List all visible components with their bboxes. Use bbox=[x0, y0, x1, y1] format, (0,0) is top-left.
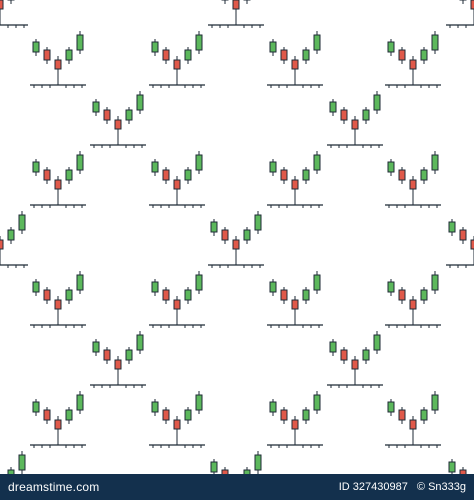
candlestick-icon bbox=[0, 450, 29, 474]
candlestick-icon bbox=[445, 0, 474, 29]
candlestick-icon bbox=[266, 150, 324, 209]
candlestick-icon bbox=[207, 210, 265, 269]
candlestick-icon bbox=[148, 150, 206, 209]
candlestick-icon bbox=[445, 450, 474, 474]
candlestick-icon bbox=[29, 30, 87, 89]
candlestick-icon bbox=[29, 390, 87, 449]
candlestick-icon bbox=[266, 390, 324, 449]
candlestick-icon bbox=[384, 150, 442, 209]
candlestick-icon bbox=[29, 150, 87, 209]
candlestick-icon bbox=[326, 330, 384, 389]
candlestick-icon bbox=[384, 390, 442, 449]
candlestick-icon bbox=[89, 90, 147, 149]
candlestick-icon bbox=[29, 270, 87, 329]
candlestick-icon bbox=[207, 450, 265, 474]
candlestick-icon bbox=[326, 90, 384, 149]
candlestick-icon bbox=[266, 270, 324, 329]
candlestick-icon bbox=[384, 30, 442, 89]
logo: dreamstime.com bbox=[8, 480, 100, 494]
candlestick-icon bbox=[148, 390, 206, 449]
candlestick-icon bbox=[445, 210, 474, 269]
candlestick-icon bbox=[384, 270, 442, 329]
candlestick-icon bbox=[148, 30, 206, 89]
candlestick-icon bbox=[266, 30, 324, 89]
candlestick-icon bbox=[207, 0, 265, 29]
candlestick-icon bbox=[0, 210, 29, 269]
footer: dreamstime.com ID 327430987 © Sn333g bbox=[0, 474, 474, 500]
pattern bbox=[0, 0, 474, 474]
meta: ID 327430987 © Sn333g bbox=[333, 481, 466, 493]
credit: © Sn333g bbox=[416, 481, 466, 493]
candlestick-icon bbox=[0, 0, 29, 29]
image-id: ID 327430987 bbox=[338, 481, 408, 493]
candlestick-icon bbox=[148, 270, 206, 329]
candlestick-icon bbox=[89, 330, 147, 389]
